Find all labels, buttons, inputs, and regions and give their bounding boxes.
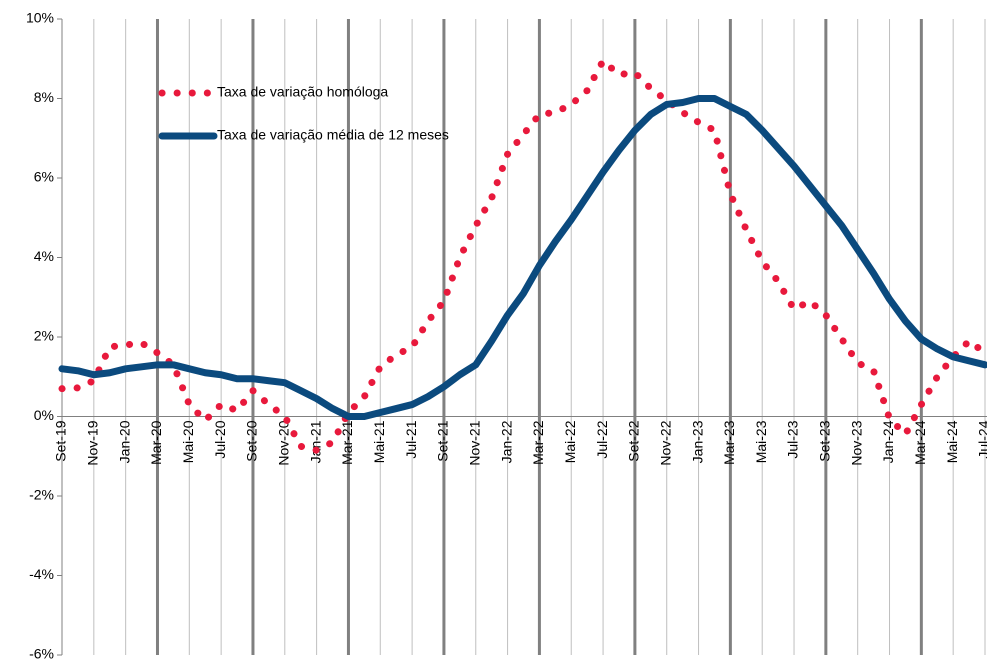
- x-tick-label: Mar-20: [148, 420, 164, 465]
- y-tick-label: 6%: [34, 169, 54, 185]
- x-tick-label: Mai-21: [371, 420, 387, 463]
- y-tick-label: 0%: [34, 407, 54, 423]
- x-tick-label: Jan-21: [307, 420, 323, 463]
- x-tick-label: Mar-21: [339, 420, 355, 465]
- x-tick-label: Nov-22: [657, 420, 673, 465]
- legend-label: Taxa de variação média de 12 meses: [217, 127, 449, 143]
- x-tick-label: Set-23: [817, 420, 833, 461]
- x-tick-label: Mai-22: [562, 420, 578, 463]
- x-tick-label: Mar-24: [912, 420, 928, 465]
- x-tick-label: Jul-24: [976, 420, 987, 458]
- x-tick-label: Nov-23: [848, 420, 864, 465]
- x-tick-label: Nov-21: [466, 420, 482, 465]
- line: [58, 95, 987, 420]
- x-tick-label: Set-22: [626, 420, 642, 461]
- x-tick-label: Jul-23: [785, 420, 801, 458]
- x-tick-label: Mar-23: [721, 420, 737, 465]
- y-tick-label: -6%: [29, 646, 54, 661]
- x-tick-label: Jan-20: [116, 420, 132, 463]
- x-tick-label: Mai-24: [944, 420, 960, 463]
- x-tick-label: Set-21: [435, 420, 451, 461]
- x-tick-label: Jan-23: [689, 420, 705, 463]
- y-tick-label: 4%: [34, 248, 54, 264]
- y-tick-label: 10%: [26, 10, 54, 26]
- y-tick-label: -4%: [29, 566, 54, 582]
- y-tick-label: 8%: [34, 89, 54, 105]
- y-tick-label: 2%: [34, 328, 54, 344]
- dotted-line: [58, 57, 987, 454]
- x-tick-label: Jul-20: [212, 420, 228, 458]
- x-tick-label: Set-19: [53, 420, 69, 461]
- x-tick-label: Mai-20: [180, 420, 196, 463]
- x-tick-label: Jan-24: [880, 420, 896, 463]
- x-tick-label: Set-20: [244, 420, 260, 461]
- x-tick-label: Nov-20: [275, 420, 291, 465]
- x-tick-label: Jul-21: [403, 420, 419, 458]
- x-tick-label: Nov-19: [85, 420, 101, 465]
- y-tick-label: -2%: [29, 487, 54, 503]
- x-tick-label: Mar-22: [530, 420, 546, 465]
- x-tick-label: Jul-22: [594, 420, 610, 458]
- x-tick-label: Jan-22: [498, 420, 514, 463]
- x-tick-label: Mai-23: [753, 420, 769, 463]
- legend-label: Taxa de variação homóloga: [217, 84, 388, 100]
